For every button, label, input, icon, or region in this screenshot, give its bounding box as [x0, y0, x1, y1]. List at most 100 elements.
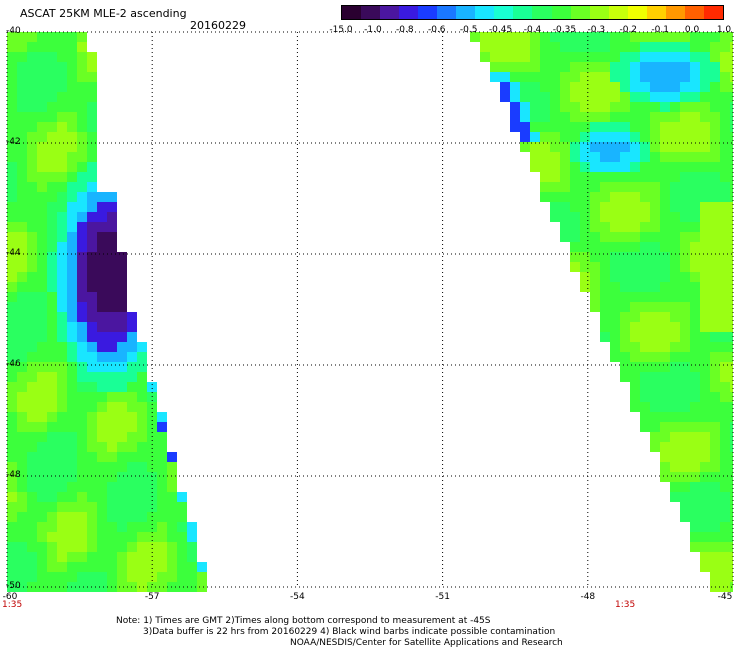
- heatmap-cell-west: [57, 82, 67, 92]
- heatmap-cell-east: [540, 112, 550, 122]
- heatmap-cell-west: [17, 262, 27, 272]
- heatmap-cell-east: [710, 272, 720, 282]
- heatmap-cell-east: [710, 42, 720, 52]
- heatmap-cell-east: [730, 372, 733, 382]
- heatmap-cell-west: [67, 162, 77, 172]
- heatmap-cell-west: [37, 302, 47, 312]
- y-tick-label: -48: [6, 470, 21, 480]
- heatmap-cell-west: [57, 312, 67, 322]
- heatmap-cell-west: [37, 52, 47, 62]
- heatmap-cell-west: [47, 482, 57, 492]
- heatmap-cell-west: [27, 142, 37, 152]
- heatmap-cell-east: [530, 32, 540, 42]
- heatmap-cell-east: [720, 212, 730, 222]
- heatmap-cell-east: [640, 152, 650, 162]
- heatmap-cell-east: [700, 462, 710, 472]
- heatmap-cell-east: [730, 102, 733, 112]
- heatmap-cell-west: [137, 362, 147, 372]
- heatmap-cell-west: [57, 212, 67, 222]
- heatmap-cell-east: [650, 172, 660, 182]
- heatmap-cell-west: [47, 52, 57, 62]
- heatmap-cell-east: [620, 52, 630, 62]
- heatmap-cell-west: [67, 562, 77, 572]
- heatmap-cell-west: [137, 442, 147, 452]
- heatmap-cell-east: [620, 32, 630, 42]
- heatmap-cell-east: [710, 92, 720, 102]
- heatmap-cell-west: [67, 462, 77, 472]
- heatmap-cell-west: [137, 532, 147, 542]
- heatmap-cell-west: [67, 352, 77, 362]
- heatmap-cell-west: [67, 192, 77, 202]
- heatmap-cell-east: [680, 332, 690, 342]
- heatmap-cell-east: [520, 112, 530, 122]
- heatmap-cell-east: [640, 132, 650, 142]
- heatmap-cell-east: [730, 172, 733, 182]
- heatmap-cell-east: [700, 282, 710, 292]
- heatmap-cell-west: [57, 472, 67, 482]
- heatmap-cell-west: [7, 142, 17, 152]
- heatmap-cell-east: [620, 202, 630, 212]
- heatmap-cell-east: [620, 282, 630, 292]
- heatmap-cell-west: [87, 302, 97, 312]
- heatmap-cell-west: [37, 522, 47, 532]
- heatmap-cell-west: [87, 132, 97, 142]
- heatmap-cell-west: [17, 352, 27, 362]
- heatmap-cell-east: [720, 92, 730, 102]
- heatmap-cell-east: [570, 42, 580, 52]
- heatmap-cell-east: [570, 82, 580, 92]
- heatmap-cell-east: [610, 82, 620, 92]
- heatmap-cell-east: [630, 92, 640, 102]
- heatmap-cell-east: [660, 352, 670, 362]
- heatmap-cell-east: [500, 32, 510, 42]
- heatmap-cell-east: [700, 402, 710, 412]
- colorbar-segment: [627, 6, 647, 19]
- heatmap-cell-west: [17, 122, 27, 132]
- heatmap-cell-west: [67, 402, 77, 412]
- heatmap-cell-east: [660, 72, 670, 82]
- heatmap-cell-west: [67, 122, 77, 132]
- heatmap-cell-east: [690, 282, 700, 292]
- heatmap-cell-east: [730, 232, 733, 242]
- heatmap-cell-west: [37, 362, 47, 372]
- heatmap-cell-east: [720, 562, 730, 572]
- heatmap-cell-east: [660, 162, 670, 172]
- heatmap-cell-west: [57, 272, 67, 282]
- heatmap-cell-east: [610, 142, 620, 152]
- heatmap-cell-east: [620, 342, 630, 352]
- heatmap-cell-west: [67, 142, 77, 152]
- heatmap-cell-east: [590, 172, 600, 182]
- heatmap-cell-west: [177, 582, 187, 592]
- heatmap-cell-east: [710, 252, 720, 262]
- heatmap-cell-east: [650, 42, 660, 52]
- heatmap-cell-east: [630, 262, 640, 272]
- heatmap-cell-east: [730, 342, 733, 352]
- heatmap-cell-west: [57, 172, 67, 182]
- heatmap-cell-east: [730, 302, 733, 312]
- heatmap-cell-east: [670, 172, 680, 182]
- heatmap-cell-east: [520, 82, 530, 92]
- heatmap-cell-east: [560, 102, 570, 112]
- heatmap-cell-west: [147, 502, 157, 512]
- heatmap-cell-east: [620, 42, 630, 52]
- heatmap-cell-west: [47, 312, 57, 322]
- heatmap-cell-east: [720, 252, 730, 262]
- heatmap-cell-east: [730, 462, 733, 472]
- heatmap-cell-west: [27, 272, 37, 282]
- heatmap-cell-east: [560, 72, 570, 82]
- heatmap-cell-east: [710, 322, 720, 332]
- heatmap-cell-east: [610, 132, 620, 142]
- heatmap-cell-east: [730, 112, 733, 122]
- heatmap-cell-east: [630, 242, 640, 252]
- heatmap-cell-west: [47, 362, 57, 372]
- heatmap-cell-west: [37, 582, 47, 592]
- heatmap-cell-east: [560, 142, 570, 152]
- heatmap-cell-west: [57, 342, 67, 352]
- heatmap-cell-west: [77, 242, 87, 252]
- heatmap-cell-west: [117, 472, 127, 482]
- colorbar-segment: [570, 6, 590, 19]
- heatmap-cell-east: [710, 202, 720, 212]
- heatmap-cell-east: [700, 452, 710, 462]
- heatmap-cell-west: [37, 462, 47, 472]
- heatmap-cell-east: [690, 362, 700, 372]
- heatmap-cell-west: [47, 132, 57, 142]
